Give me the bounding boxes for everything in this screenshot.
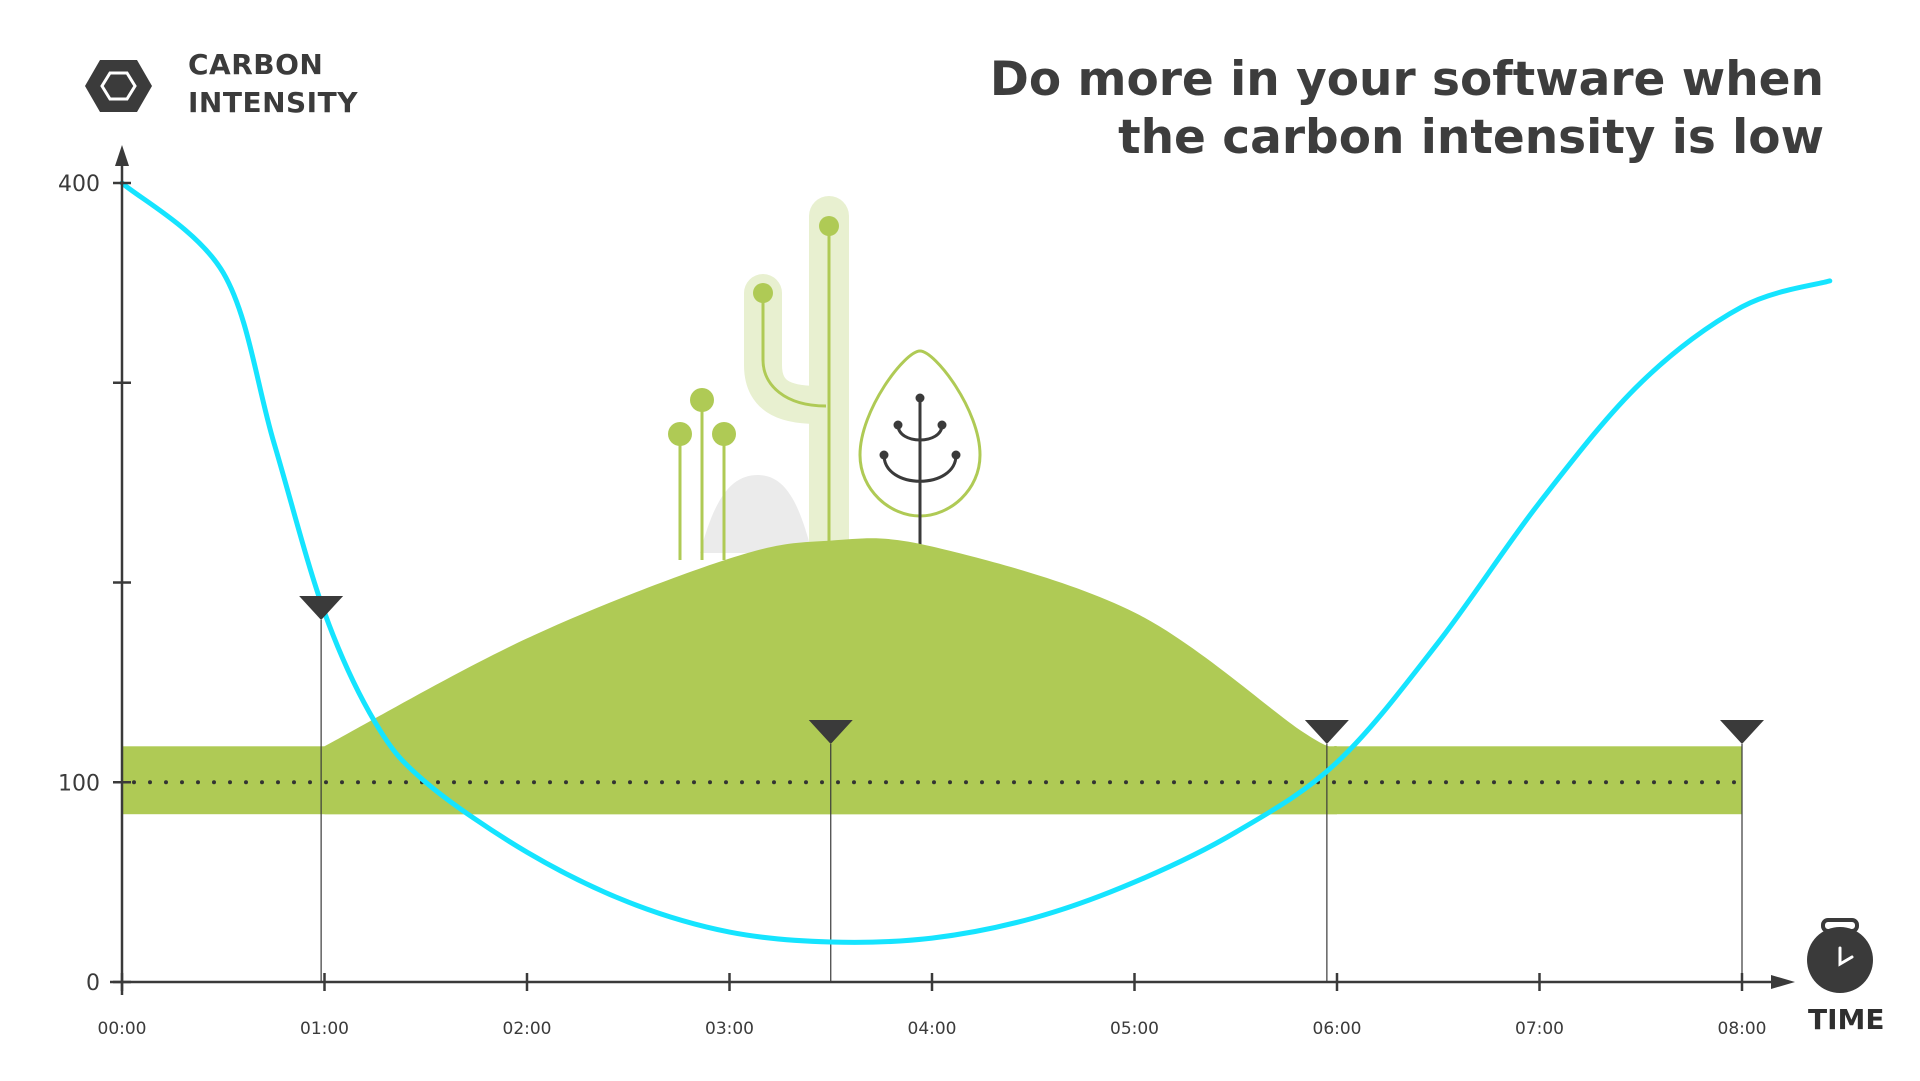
y-axis-label-line-2: INTENSITY [188,86,358,119]
y-tick-label: 100 [58,771,100,796]
x-tick-label: 03:00 [705,1019,754,1039]
x-tick-label: 06:00 [1313,1019,1362,1039]
y-axis [115,145,129,995]
cactus-illustration [744,196,849,565]
y-tick-label: 400 [58,172,100,197]
x-tick-label: 07:00 [1515,1019,1564,1039]
lollipop-plants-illustration [668,388,736,560]
x-tick-label: 04:00 [908,1019,957,1039]
x-tick-label: 02:00 [503,1019,552,1039]
stopwatch-icon [1807,918,1873,993]
marker-triangle-icon [808,720,853,744]
marker-triangle-icon [1720,720,1764,744]
y-axis-arrow-icon [115,145,129,166]
heading-line-1: Do more in your software when [989,52,1824,107]
x-axis-arrow-icon [1771,975,1795,989]
x-axis-label: TIME [1808,1003,1885,1036]
y-tick-label: 0 [86,971,100,996]
hexagon-icon [85,60,152,112]
marker-triangle-icon [299,596,344,620]
heading-line-2: the carbon intensity is low [1118,110,1824,165]
background-bump-shape [700,475,812,553]
x-tick-label: 00:00 [98,1019,147,1039]
x-tick-label: 05:00 [1110,1019,1159,1039]
x-axis [110,975,1795,989]
green-hill-area [324,538,1337,815]
x-tick-label: 01:00 [300,1019,349,1039]
tree-illustration [858,349,982,548]
marker-triangle-icon [1304,720,1349,744]
x-tick-label: 08:00 [1718,1019,1767,1039]
y-axis-label-line-1: CARBON [188,48,324,81]
